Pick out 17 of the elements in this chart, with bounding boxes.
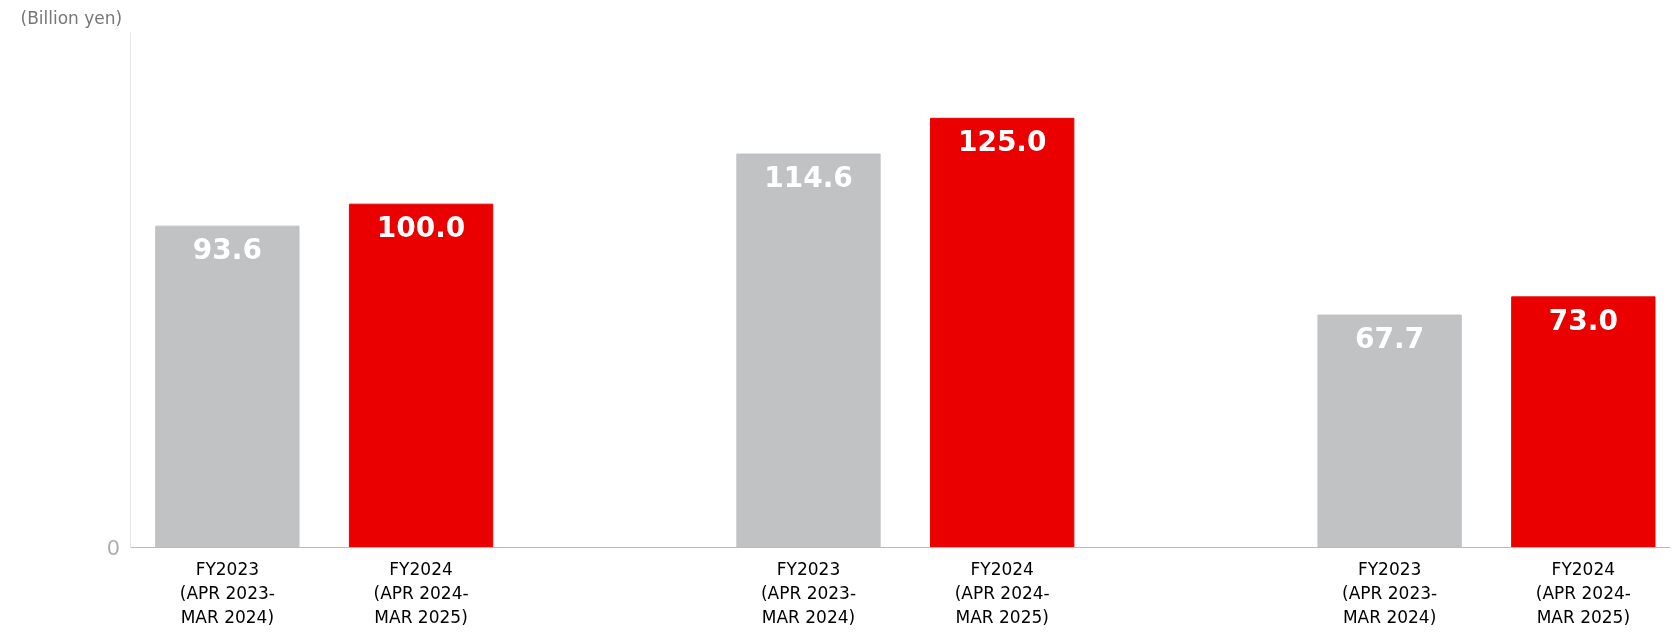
x-tick-label: FY2023 (APR 2023- MAR 2024) [760, 558, 857, 627]
data-label: 114.6 [764, 161, 853, 195]
x-tick-label: FY2023 (APR 2023- MAR 2024) [179, 558, 275, 627]
text: 0 [107, 535, 120, 560]
bar [348, 203, 494, 548]
data-label: 67.7 [1355, 322, 1425, 356]
data-label: 100.0 [376, 211, 466, 245]
data-label: 73.0 [1548, 303, 1618, 337]
x-tick-label: FY2024 (APR 2024- MAR 2025) [1535, 558, 1631, 627]
x-tick-label: FY2023 (APR 2023- MAR 2024) [1342, 558, 1438, 627]
data-label: 93.6 [192, 233, 262, 267]
y-axis-title: (Billion yen) [20, 7, 123, 28]
x-tick-label: FY2024 (APR 2024- MAR 2025) [954, 558, 1050, 627]
bar [1511, 296, 1656, 548]
data-label: 125.0 [957, 125, 1047, 159]
x-tick-label: FY2024 (APR 2024- MAR 2025) [373, 558, 469, 627]
bar [930, 117, 1075, 548]
